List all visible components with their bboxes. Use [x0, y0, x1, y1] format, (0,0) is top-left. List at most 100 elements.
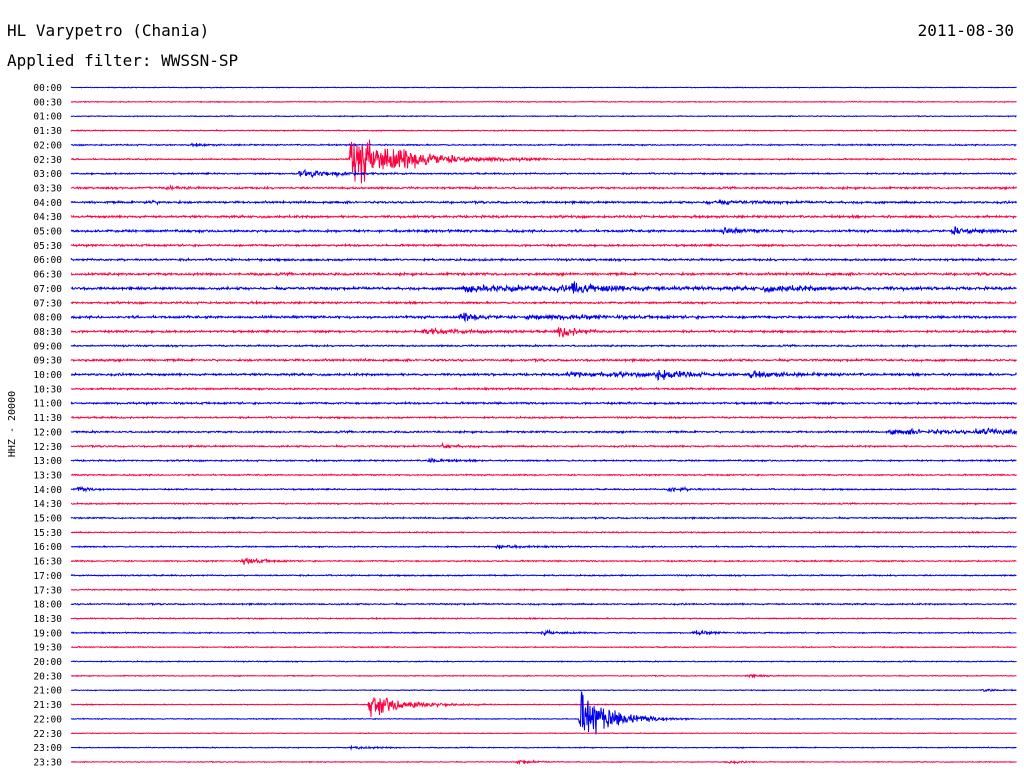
- trace-row-2230: [70, 732, 1017, 735]
- trace-row-2130: [70, 697, 1017, 717]
- row-label: 19:30: [33, 643, 62, 654]
- row-label: 12:30: [33, 442, 62, 453]
- station-title: HL Varypetro (Chania): [7, 21, 210, 40]
- trace-row-0200: [70, 142, 1017, 148]
- trace-row-0130: [70, 129, 1017, 132]
- trace-row-0830: [70, 326, 1017, 338]
- row-label: 05:00: [33, 227, 62, 238]
- trace-row-2200: [70, 691, 1017, 735]
- trace-row-1630: [70, 557, 1017, 565]
- row-label: 23:30: [33, 757, 62, 768]
- row-label: 11:00: [33, 399, 62, 410]
- trace-row-1830: [70, 616, 1017, 621]
- row-label: 06:30: [33, 270, 62, 281]
- row-label: 20:30: [33, 671, 62, 682]
- trace-row-1500: [70, 515, 1017, 521]
- row-label: 00:30: [33, 97, 62, 108]
- trace-row-1230: [70, 441, 1017, 449]
- row-label: 20:00: [33, 657, 62, 668]
- row-label: 22:30: [33, 729, 62, 740]
- row-label: 03:30: [33, 183, 62, 194]
- trace-row-0530: [70, 242, 1017, 249]
- row-label: 15:30: [33, 528, 62, 539]
- row-label: 21:00: [33, 686, 62, 697]
- trace-row-0600: [70, 256, 1017, 263]
- row-label: 03:00: [33, 169, 62, 180]
- trace-group: [70, 86, 1017, 766]
- row-label: 01:00: [33, 112, 62, 123]
- row-label-group: 00:00 00:30 01:00 01:30 02:00 02:30 03:00 03:30…: [33, 83, 62, 768]
- row-label: 04:30: [33, 212, 62, 223]
- row-label: 09:00: [33, 341, 62, 352]
- trace-row-1030: [70, 386, 1017, 392]
- trace-row-2330: [70, 759, 1017, 766]
- row-label: 05:30: [33, 241, 62, 252]
- row-label: 18:30: [33, 614, 62, 625]
- row-label: 10:00: [33, 370, 62, 381]
- trace-row-1130: [70, 415, 1017, 420]
- trace-row-1430: [70, 501, 1017, 506]
- trace-row-0430: [70, 213, 1017, 220]
- trace-row-1900: [70, 628, 1017, 636]
- row-label: 07:00: [33, 284, 62, 295]
- row-label: 14:00: [33, 485, 62, 496]
- row-label: 23:00: [33, 743, 62, 754]
- trace-row-0730: [70, 299, 1017, 306]
- filter-label: Applied filter: WWSSN-SP: [7, 51, 239, 70]
- trace-row-0330: [70, 184, 1017, 192]
- trace-row-1000: [70, 370, 1017, 381]
- row-label: 08:00: [33, 313, 62, 324]
- trace-row-2100: [70, 688, 1017, 693]
- trace-row-0230: [70, 139, 1017, 184]
- trace-row-0900: [70, 343, 1017, 349]
- row-label: 13:30: [33, 470, 62, 481]
- row-label: 02:30: [33, 155, 62, 166]
- row-label: 14:30: [33, 499, 62, 510]
- row-label: 04:00: [33, 198, 62, 209]
- trace-row-1330: [70, 473, 1017, 478]
- trace-row-0500: [70, 226, 1017, 235]
- row-label: 11:30: [33, 413, 62, 424]
- trace-row-1930: [70, 645, 1017, 649]
- trace-row-2000: [70, 659, 1017, 664]
- row-label: 10:30: [33, 384, 62, 395]
- trace-row-0100: [70, 114, 1017, 118]
- trace-row-0930: [70, 357, 1017, 364]
- trace-row-1730: [70, 588, 1017, 592]
- trace-row-1530: [70, 530, 1017, 534]
- trace-row-0800: [70, 312, 1017, 323]
- row-label: 17:30: [33, 585, 62, 596]
- trace-row-2030: [70, 673, 1017, 679]
- row-label: 12:00: [33, 427, 62, 438]
- row-label: 07:30: [33, 298, 62, 309]
- row-label: 09:30: [33, 356, 62, 367]
- row-label: 19:00: [33, 628, 62, 639]
- trace-row-1200: [70, 427, 1017, 436]
- trace-row-2300: [70, 744, 1017, 751]
- trace-row-0630: [70, 270, 1017, 278]
- trace-row-0400: [70, 198, 1017, 206]
- trace-row-1800: [70, 602, 1017, 607]
- row-label: 00:00: [33, 83, 62, 94]
- date-label: 2011-08-30: [917, 21, 1014, 40]
- trace-row-0300: [70, 168, 1017, 179]
- row-label: 13:00: [33, 456, 62, 467]
- row-label: 18:00: [33, 600, 62, 611]
- row-label: 16:30: [33, 557, 62, 568]
- row-label: 21:30: [33, 700, 62, 711]
- trace-row-1300: [70, 457, 1017, 464]
- row-label: 08:30: [33, 327, 62, 338]
- row-label: 02:00: [33, 140, 62, 151]
- trace-row-1600: [70, 543, 1017, 550]
- trace-row-1400: [70, 485, 1017, 493]
- trace-row-0000: [70, 86, 1017, 89]
- row-label: 16:00: [33, 542, 62, 553]
- trace-row-1100: [70, 400, 1017, 406]
- row-label: 15:00: [33, 514, 62, 525]
- y-axis-label: HHZ - 20000: [7, 391, 18, 457]
- trace-row-0700: [70, 280, 1017, 294]
- row-label: 06:00: [33, 255, 62, 266]
- trace-row-1700: [70, 573, 1017, 578]
- row-label: 22:00: [33, 714, 62, 725]
- row-label: 17:00: [33, 571, 62, 582]
